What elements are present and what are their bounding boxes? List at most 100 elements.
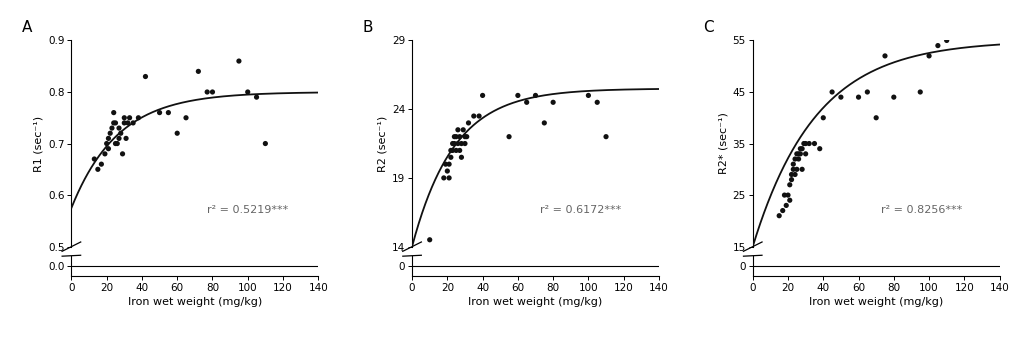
Point (792, 151, 808, 157)
Point (112, 130, 128, 136)
Point (444, 148, 461, 153)
Point (93, 161, 109, 167)
Point (823, 89, 840, 95)
Point (785, 161, 801, 167)
Point (442, 148, 459, 153)
Text: r² = 0.5219***: r² = 0.5219*** (207, 205, 288, 215)
Point (454, 127, 471, 132)
Point (114, 151, 130, 157)
Point (811, 146, 827, 151)
Point (474, 93, 490, 98)
Point (104, 125, 120, 131)
Point (876, 53, 893, 59)
Point (107, 141, 123, 146)
Text: r² = 0.6172***: r² = 0.6172*** (540, 205, 621, 215)
Point (786, 156, 802, 162)
Point (440, 175, 457, 181)
Point (781, 182, 797, 187)
Point (449, 141, 466, 146)
Point (239, 89, 256, 95)
Point (460, 120, 476, 126)
Point (867, 115, 883, 120)
Y-axis label: R2 (sec⁻¹): R2 (sec⁻¹) (377, 115, 387, 172)
Point (783, 177, 799, 182)
Point (439, 168, 455, 174)
Point (445, 141, 462, 146)
Text: r² = 0.8256***: r² = 0.8256*** (880, 205, 961, 215)
Point (797, 151, 813, 157)
Text: A: A (22, 20, 33, 35)
Point (797, 141, 813, 146)
Point (793, 166, 809, 172)
Point (790, 156, 806, 162)
Point (510, 93, 526, 98)
Y-axis label: R1 (sec⁻¹): R1 (sec⁻¹) (34, 116, 44, 172)
Point (160, 110, 176, 115)
Point (151, 110, 167, 115)
Point (442, 155, 459, 160)
Point (800, 141, 816, 146)
Point (177, 115, 194, 120)
Point (109, 141, 125, 146)
Point (805, 141, 821, 146)
Point (118, 136, 135, 141)
Point (452, 155, 469, 160)
Point (780, 192, 796, 198)
Point (130, 115, 147, 120)
Point (437, 161, 453, 167)
Point (449, 127, 466, 132)
Point (773, 208, 790, 213)
Point (447, 134, 464, 140)
Point (105, 120, 121, 126)
Point (527, 93, 543, 98)
Point (790, 151, 806, 157)
Point (457, 134, 473, 140)
Point (440, 161, 457, 167)
Point (580, 93, 596, 98)
Point (100, 136, 116, 141)
Point (471, 113, 487, 119)
Point (444, 141, 461, 146)
Point (447, 148, 464, 153)
Point (928, 43, 945, 48)
Point (445, 134, 462, 140)
Point (457, 141, 473, 146)
X-axis label: Iron wet weight (mg/kg): Iron wet weight (mg/kg) (127, 298, 262, 307)
Point (451, 134, 468, 140)
Point (795, 141, 811, 146)
Point (204, 89, 220, 95)
Point (536, 120, 552, 126)
Point (97, 151, 113, 157)
Point (116, 120, 132, 126)
Point (100, 146, 116, 151)
Point (249, 94, 265, 100)
Point (90, 166, 106, 172)
Point (775, 192, 792, 198)
Point (937, 38, 954, 43)
Point (99, 141, 115, 146)
Point (500, 134, 517, 140)
Point (230, 58, 247, 64)
Point (257, 141, 273, 146)
Point (783, 172, 799, 177)
Point (169, 130, 185, 136)
Point (465, 113, 481, 119)
Point (793, 146, 809, 151)
Point (125, 120, 142, 126)
Point (589, 100, 605, 105)
Point (86, 156, 102, 162)
Point (138, 74, 154, 79)
Point (786, 172, 802, 177)
Point (421, 237, 437, 242)
Point (781, 197, 797, 203)
Point (116, 115, 132, 120)
Point (459, 134, 475, 140)
X-axis label: Iron wet weight (mg/kg): Iron wet weight (mg/kg) (468, 298, 602, 307)
Point (111, 125, 127, 131)
Point (792, 146, 808, 151)
Point (105, 110, 121, 115)
Point (190, 69, 206, 74)
Point (119, 120, 136, 126)
Point (770, 213, 787, 218)
Point (451, 148, 468, 153)
